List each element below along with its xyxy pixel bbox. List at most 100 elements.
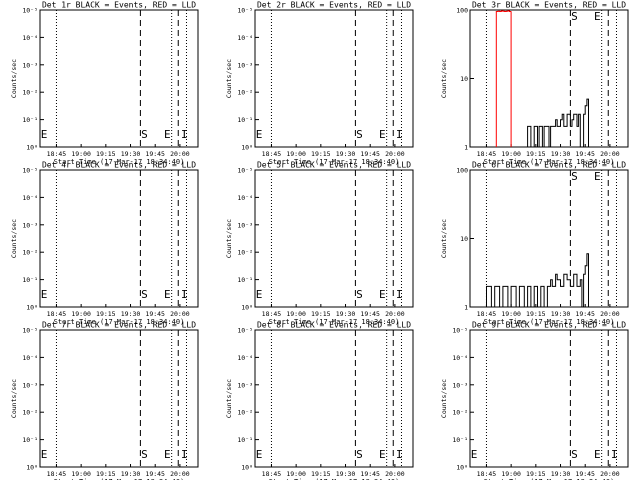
x-tick-label: 19:45 <box>145 150 165 158</box>
x-tick-label: 19:30 <box>551 310 571 318</box>
y-tick-label: 10⁻⁴ <box>452 354 468 362</box>
marker-e: E <box>594 10 601 23</box>
y-tick-label: 10⁻³ <box>22 221 38 229</box>
x-tick-label: 18:45 <box>262 310 282 318</box>
y-tick-label: 10⁻² <box>237 89 253 97</box>
plot-frame <box>469 329 629 468</box>
y-tick-label: 10⁻⁴ <box>237 34 253 42</box>
y-tick-label: 1 <box>464 304 468 312</box>
x-tick-label: 19:45 <box>145 470 165 478</box>
x-tick-label: 18:45 <box>47 470 67 478</box>
marker-i: I <box>611 448 618 461</box>
y-tick-label: 10⁰ <box>241 144 253 152</box>
y-axis-label: Counts/sec <box>10 59 18 98</box>
x-tick-label: 19:00 <box>286 470 306 478</box>
panel-det-9r: Det 9r BLACK = Events, RED = LLD 18:45 19:… <box>440 321 629 480</box>
x-tick-label: 19:15 <box>311 150 331 158</box>
marker-e-left: E <box>41 448 48 461</box>
y-tick-label: 10⁻³ <box>237 61 253 69</box>
marker-e: E <box>164 448 171 461</box>
plot-frame <box>39 329 199 468</box>
y-tick-label: 10⁻⁵ <box>237 327 253 335</box>
panel-title: Det 1r BLACK = Events, RED = LLD <box>42 1 196 10</box>
y-tick-label: 10⁻⁵ <box>22 7 38 15</box>
y-tick-label: 10⁻¹ <box>452 436 468 444</box>
marker-i: I <box>181 128 188 141</box>
marker-i: I <box>181 448 188 461</box>
y-tick-label: 10⁻¹ <box>237 116 253 124</box>
y-tick-label: 1 <box>464 144 468 152</box>
x-axis-label: Start Time (17-Mar-17 18:34:40) <box>484 478 615 480</box>
x-tick-label: 19:00 <box>286 310 306 318</box>
x-tick-label: 20:00 <box>600 470 620 478</box>
x-tick-label: 20:00 <box>385 310 405 318</box>
x-tick-label: 19:30 <box>336 470 356 478</box>
y-tick-label: 10⁻¹ <box>22 436 38 444</box>
marker-e-left: E <box>41 128 48 141</box>
y-tick-label: 10⁻² <box>22 409 38 417</box>
x-tick-label: 18:45 <box>47 150 67 158</box>
marker-s: S <box>356 128 363 141</box>
y-tick-label: 10⁻³ <box>237 381 253 389</box>
x-axis-label: Start Time (17-Mar-17 18:34:40) <box>54 318 185 326</box>
x-tick-label: 20:00 <box>170 470 190 478</box>
x-axis-label: Start Time (17-Mar-17 18:34:40) <box>269 158 400 166</box>
x-tick-label: 19:00 <box>501 470 521 478</box>
x-tick-label: 19:00 <box>71 150 91 158</box>
marker-e: E <box>164 128 171 141</box>
x-tick-label: 18:45 <box>262 150 282 158</box>
x-tick-label: 19:00 <box>501 150 521 158</box>
plot-frame <box>39 9 199 148</box>
marker-s: S <box>141 128 148 141</box>
x-tick-label: 18:45 <box>47 310 67 318</box>
y-tick-label: 10⁻⁴ <box>22 34 38 42</box>
panel-title: Det 5r BLACK = Events, RED = LLD <box>257 161 411 170</box>
marker-e: E <box>164 288 171 301</box>
marker-e-left: E <box>256 128 263 141</box>
y-tick-label: 10⁻³ <box>22 61 38 69</box>
marker-i: I <box>396 448 403 461</box>
y-tick-label: 100 <box>456 7 468 15</box>
y-tick-label: 10⁰ <box>241 464 253 472</box>
x-tick-label: 18:45 <box>477 470 497 478</box>
panel-title: Det 2r BLACK = Events, RED = LLD <box>257 1 411 10</box>
plot-frame <box>254 329 414 468</box>
y-tick-label: 100 <box>456 167 468 175</box>
y-tick-label: 10⁰ <box>26 304 38 312</box>
y-axis-label: Counts/sec <box>225 379 233 418</box>
series-events-line <box>486 253 589 308</box>
marker-e-left: E <box>256 448 263 461</box>
marker-e: E <box>594 170 601 183</box>
marker-e-left: E <box>41 288 48 301</box>
y-tick-label: 10⁻¹ <box>22 276 38 284</box>
x-tick-label: 19:45 <box>360 150 380 158</box>
x-tick-label: 20:00 <box>170 310 190 318</box>
marker-s: S <box>141 448 148 461</box>
y-tick-label: 10⁰ <box>456 464 468 472</box>
y-tick-label: 10⁻² <box>22 89 38 97</box>
x-tick-label: 19:45 <box>575 310 595 318</box>
y-axis-label: Counts/sec <box>225 59 233 98</box>
marker-i: I <box>181 288 188 301</box>
x-tick-label: 20:00 <box>600 150 620 158</box>
x-axis-label: Start Time (17-Mar-17 18:34:40) <box>54 158 185 166</box>
y-axis-label: Counts/sec <box>440 219 448 258</box>
x-axis-label: Start Time (17-Mar-17 18:34:40) <box>484 158 615 166</box>
x-tick-label: 19:15 <box>96 310 116 318</box>
panel-title: Det 8r BLACK = Events, RED = LLD <box>257 321 411 330</box>
x-tick-label: 19:15 <box>311 470 331 478</box>
x-tick-label: 19:00 <box>71 310 91 318</box>
x-axis-label: Start Time (17-Mar-17 18:34:40) <box>269 478 400 480</box>
panel-title: Det 4r BLACK = Events, RED = LLD <box>42 161 196 170</box>
marker-i: I <box>396 288 403 301</box>
y-tick-label: 10⁻⁵ <box>237 7 253 15</box>
x-tick-label: 20:00 <box>600 310 620 318</box>
y-tick-label: 10⁻³ <box>452 381 468 389</box>
panel-det-3r: Det 3r BLACK = Events, RED = LLD 18:45 19:… <box>440 1 629 166</box>
marker-s: S <box>571 10 578 23</box>
y-tick-label: 10⁻⁴ <box>237 354 253 362</box>
marker-s: S <box>571 448 578 461</box>
plot-frame <box>39 169 199 308</box>
y-tick-label: 10⁻¹ <box>22 116 38 124</box>
